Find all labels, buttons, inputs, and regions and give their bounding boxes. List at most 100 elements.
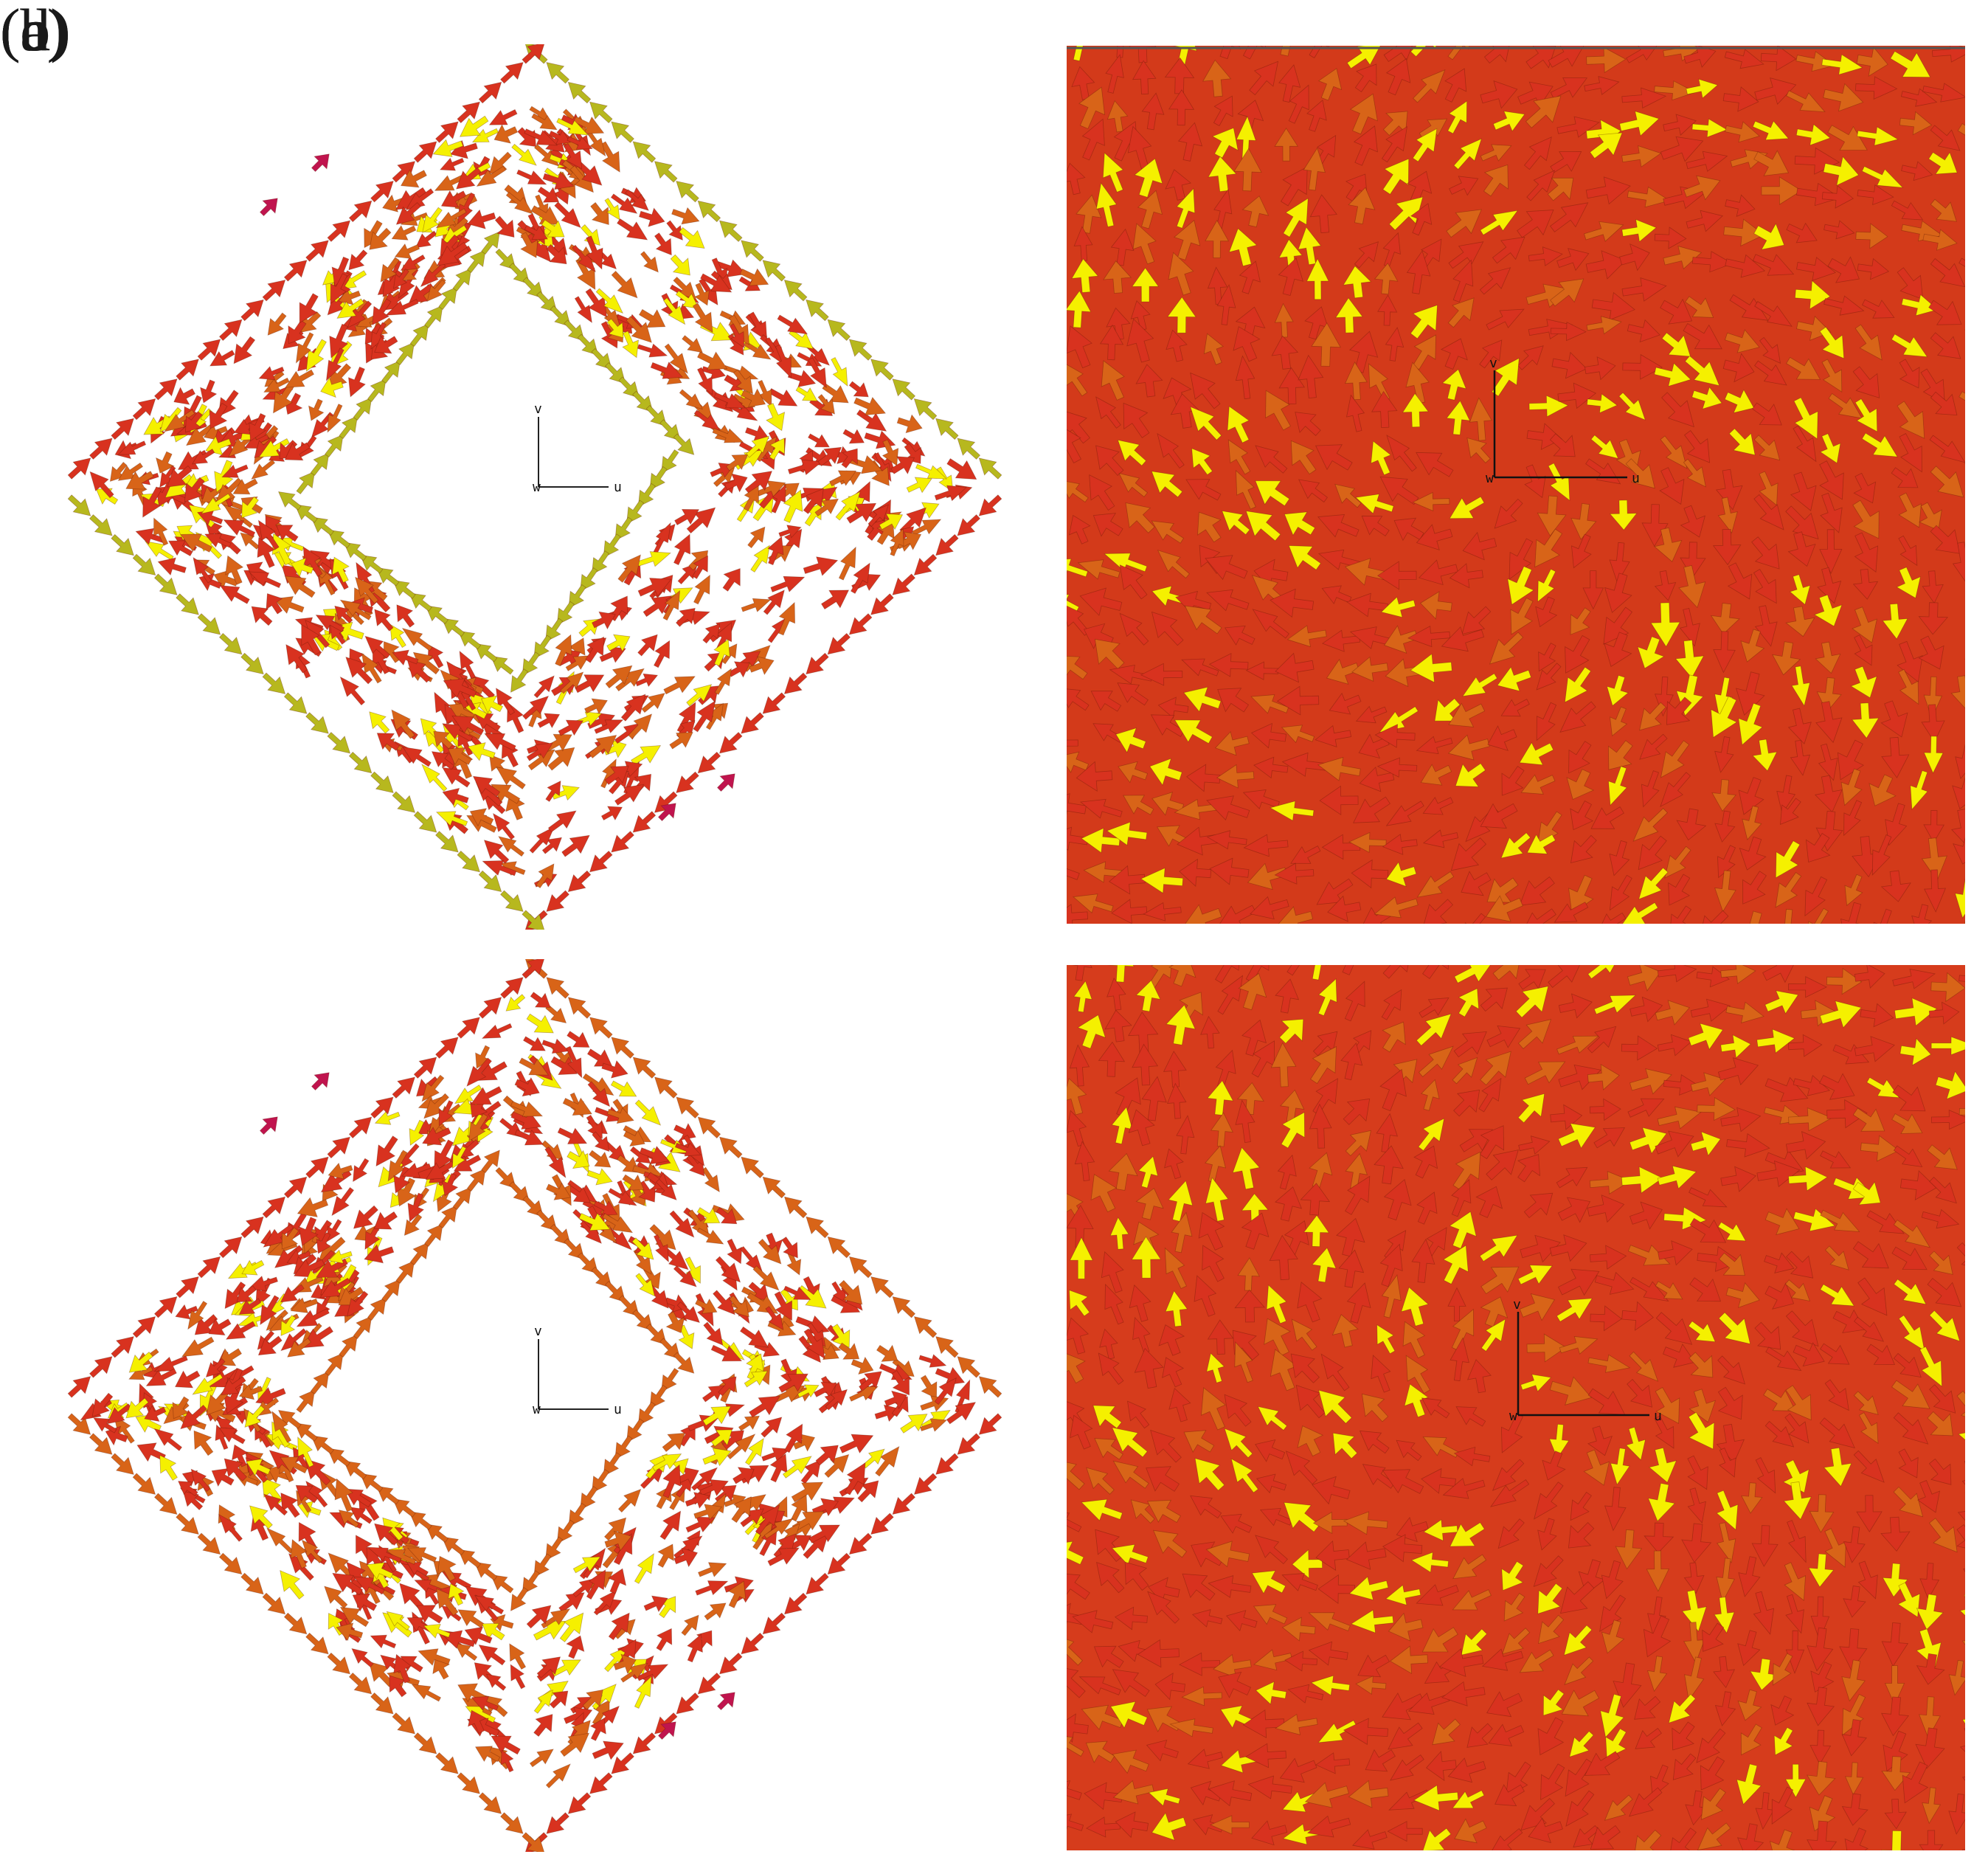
- field-arrow: [1664, 846, 1691, 879]
- field-arrow: [457, 192, 476, 225]
- field-arrow: [957, 438, 981, 460]
- field-arrow: [1710, 603, 1740, 635]
- field-arrow: [339, 415, 359, 440]
- field-arrow: [1683, 175, 1721, 201]
- field-arrow: [1224, 625, 1256, 646]
- field-arrow: [1251, 1570, 1286, 1594]
- field-arrow: [696, 367, 713, 395]
- field-arrow: [1114, 1606, 1148, 1631]
- field-arrow: [1416, 524, 1453, 551]
- field-arrow: [1453, 1089, 1480, 1117]
- field-arrow: [1720, 1107, 1762, 1133]
- panel-d-arrow-field: [1067, 965, 1965, 1850]
- field-arrow: [153, 1428, 183, 1451]
- field-arrow: [1234, 1289, 1265, 1323]
- field-arrow: [1861, 165, 1904, 188]
- field-arrow: [592, 1740, 624, 1760]
- field-arrow: [1773, 1726, 1793, 1756]
- field-arrow: [1068, 514, 1091, 544]
- field-arrow: [890, 456, 915, 474]
- field-arrow: [1929, 1176, 1957, 1204]
- field-arrow: [1067, 1317, 1089, 1355]
- field-arrow: [559, 1612, 584, 1642]
- field-arrow: [591, 348, 612, 370]
- field-arrow: [1081, 827, 1121, 854]
- field-arrow: [848, 339, 873, 361]
- field-arrow: [1619, 243, 1650, 272]
- field-arrow: [1385, 801, 1424, 826]
- field-arrow: [1923, 809, 1944, 843]
- field-arrow: [892, 573, 916, 595]
- field-arrow: [1201, 1387, 1226, 1431]
- field-arrow: [1345, 394, 1365, 432]
- field-arrow: [1245, 965, 1270, 983]
- field-arrow: [391, 225, 417, 241]
- field-arrow: [1764, 1252, 1795, 1273]
- field-arrow: [1536, 702, 1557, 741]
- field-arrow: [681, 1614, 699, 1636]
- field-arrow: [561, 834, 590, 857]
- field-arrow: [1819, 1417, 1856, 1449]
- field-arrow: [435, 811, 468, 826]
- field-arrow: [555, 634, 572, 667]
- field-arrow: [1110, 228, 1135, 266]
- panel-d-axis-triad: v u w: [1509, 1297, 1662, 1424]
- field-arrow: [607, 1568, 627, 1594]
- field-arrow: [1095, 445, 1124, 476]
- field-arrow: [1820, 1284, 1855, 1307]
- field-arrow: [1146, 1499, 1181, 1524]
- field-arrow: [1604, 632, 1632, 668]
- field-arrow: [1898, 1448, 1919, 1479]
- field-arrow: [372, 298, 392, 325]
- field-arrow: [315, 615, 345, 632]
- field-arrow: [669, 732, 693, 750]
- field-arrow: [277, 491, 302, 511]
- field-arrow: [549, 1690, 569, 1709]
- field-arrow: [231, 1444, 249, 1467]
- field-arrow: [762, 1612, 786, 1635]
- field-arrow: [1930, 1036, 1965, 1056]
- field-arrow: [558, 1592, 585, 1613]
- field-arrow: [1490, 1479, 1530, 1507]
- field-arrow: [1385, 327, 1405, 362]
- field-arrow: [1931, 46, 1965, 63]
- field-arrow: [1893, 1279, 1927, 1305]
- field-arrow: [396, 1178, 417, 1207]
- field-arrow: [673, 1535, 703, 1559]
- field-arrow: [1225, 1610, 1258, 1632]
- field-arrow: [589, 1718, 606, 1741]
- field-arrow: [1452, 1151, 1481, 1191]
- field-arrow: [685, 1256, 701, 1284]
- field-arrow: [327, 404, 343, 433]
- field-arrow: [1410, 653, 1452, 683]
- field-arrow: [1680, 542, 1706, 578]
- field-arrow: [1067, 792, 1087, 815]
- field-arrow: [870, 1276, 894, 1299]
- field-arrow: [530, 992, 551, 1008]
- field-arrow: [1202, 59, 1232, 97]
- field-arrow: [767, 1547, 800, 1566]
- field-arrow: [1315, 1540, 1350, 1572]
- field-arrow: [1134, 1347, 1164, 1389]
- field-arrow: [1785, 1131, 1826, 1160]
- field-arrow: [522, 44, 545, 64]
- field-arrow: [1334, 483, 1362, 508]
- field-arrow: [67, 494, 91, 516]
- field-arrow: [617, 554, 641, 583]
- field-arrow: [1439, 1647, 1484, 1677]
- field-arrow: [1717, 1386, 1743, 1420]
- field-arrow: [1216, 284, 1236, 325]
- field-arrow: [814, 498, 839, 517]
- field-arrow: [327, 1136, 350, 1159]
- field-arrow: [1422, 1436, 1459, 1458]
- field-arrow: [1764, 1208, 1800, 1236]
- field-arrow: [611, 831, 634, 853]
- field-arrow: [1170, 393, 1200, 429]
- field-arrow: [406, 659, 432, 683]
- field-arrow: [1639, 702, 1666, 731]
- field-arrow: [1828, 393, 1863, 419]
- field-arrow: [1382, 965, 1409, 979]
- field-arrow: [221, 1376, 246, 1396]
- field-arrow: [1421, 1627, 1458, 1653]
- field-arrow: [686, 684, 713, 707]
